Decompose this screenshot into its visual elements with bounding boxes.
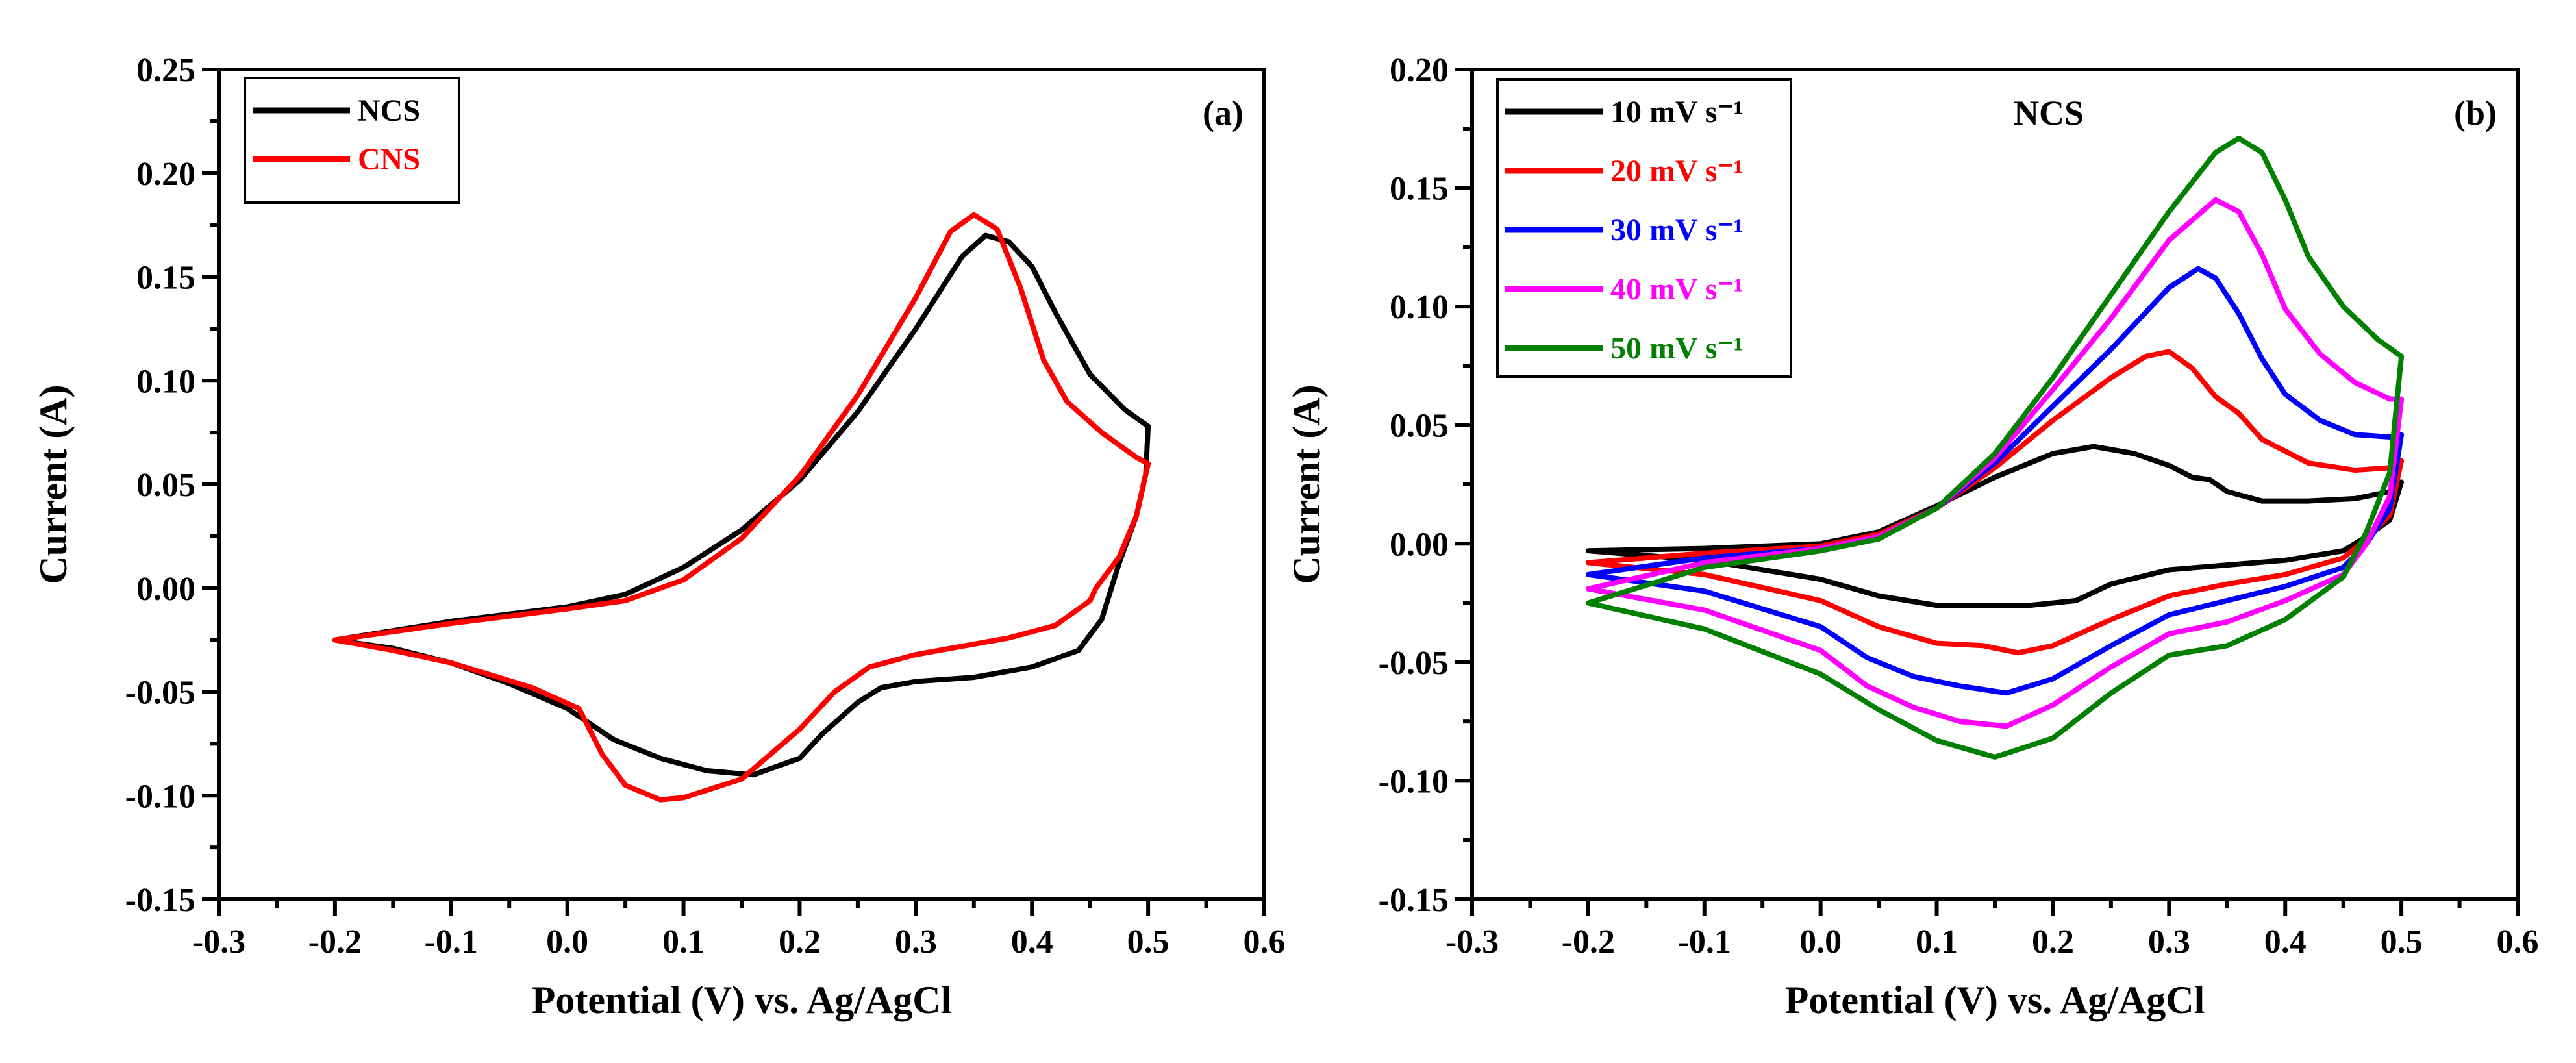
- x-tick-label: 0.6: [1244, 923, 1286, 960]
- y-tick-label: -0.15: [125, 882, 195, 919]
- y-tick-label: -0.10: [125, 778, 195, 815]
- legend-label: 10 mV s⁻¹: [1610, 95, 1743, 129]
- y-tick-label: 0.05: [136, 467, 195, 504]
- x-tick-label: -0.1: [425, 923, 478, 960]
- x-tick-label: -0.2: [308, 923, 362, 960]
- x-tick-label: -0.2: [1562, 923, 1615, 960]
- x-tick-label: 0.2: [2032, 923, 2074, 960]
- x-tick-label: 0.3: [895, 923, 937, 960]
- panel-label: (a): [1203, 94, 1244, 132]
- x-tick-label: -0.1: [1678, 923, 1731, 960]
- y-axis-title: Current (A): [32, 384, 75, 584]
- legend-box: [244, 77, 460, 204]
- y-tick-label: -0.15: [1379, 882, 1449, 919]
- legend-label: 30 mV s⁻¹: [1610, 213, 1743, 247]
- x-tick-label: 0.5: [2381, 923, 2423, 960]
- chart-title: NCS: [2014, 94, 2084, 132]
- x-tick-label: 0.1: [662, 923, 705, 960]
- y-tick-label: 0.10: [1390, 289, 1449, 326]
- x-axis-title: Potential (V) vs. Ag/AgCl: [1785, 979, 2205, 1021]
- x-tick-label: 0.1: [1916, 923, 1958, 960]
- series-line: [332, 212, 1151, 803]
- x-axis-title: Potential (V) vs. Ag/AgCl: [532, 979, 952, 1021]
- x-tick-label: 0.5: [1127, 923, 1169, 960]
- x-tick-label: 0.0: [546, 923, 588, 960]
- legend-label: 50 mV s⁻¹: [1610, 331, 1743, 366]
- x-tick-label: 0.3: [2148, 923, 2190, 960]
- x-tick-label: -0.3: [1445, 923, 1499, 960]
- x-tick-label: 0.4: [2264, 923, 2307, 960]
- y-tick-label: 0.15: [1390, 171, 1449, 208]
- y-tick-label: 0.15: [136, 260, 195, 297]
- y-tick-label: 0.05: [1390, 408, 1449, 445]
- y-tick-label: -0.05: [1379, 645, 1449, 682]
- y-tick-label: 0.00: [1390, 526, 1449, 563]
- y-axis-title: Current (A): [1285, 384, 1328, 584]
- legend-label: NCS: [358, 94, 420, 128]
- y-tick-label: -0.10: [1379, 763, 1449, 800]
- y-tick-label: 0.20: [1390, 52, 1449, 89]
- legend-box: [1496, 78, 1792, 378]
- y-tick-label: 0.20: [136, 156, 195, 193]
- x-tick-label: 0.4: [1011, 923, 1053, 960]
- legend-label: 20 mV s⁻¹: [1610, 154, 1743, 188]
- series-line: [332, 232, 1151, 778]
- series-line: [1585, 266, 2405, 696]
- y-tick-label: -0.05: [125, 675, 195, 712]
- series-line: [1585, 135, 2405, 760]
- panel-b: -0.3 -0.2 -0.1 0.0 0.1 0.2 0.3 0.4 0.5 0.6 -0.15 -0…: [1285, 52, 2539, 1021]
- panel-label: (b): [2454, 94, 2497, 132]
- legend-label: 40 mV s⁻¹: [1610, 272, 1743, 306]
- x-tick-label: -0.3: [192, 923, 245, 960]
- series-line: [1585, 444, 2405, 608]
- legend-label: CNS: [358, 142, 420, 177]
- x-tick-label: 0.0: [1799, 923, 1842, 960]
- panel-a: -0.3 -0.2 -0.1 0.0 0.1 0.2 0.3 0.4 0.5 0.6 -0.15 -0…: [32, 52, 1286, 1021]
- y-tick-label: 0.00: [136, 571, 195, 608]
- y-tick-label: 0.25: [136, 52, 195, 89]
- x-tick-label: 0.2: [779, 923, 821, 960]
- x-tick-label: 0.6: [2497, 923, 2539, 960]
- y-tick-label: 0.10: [136, 363, 195, 400]
